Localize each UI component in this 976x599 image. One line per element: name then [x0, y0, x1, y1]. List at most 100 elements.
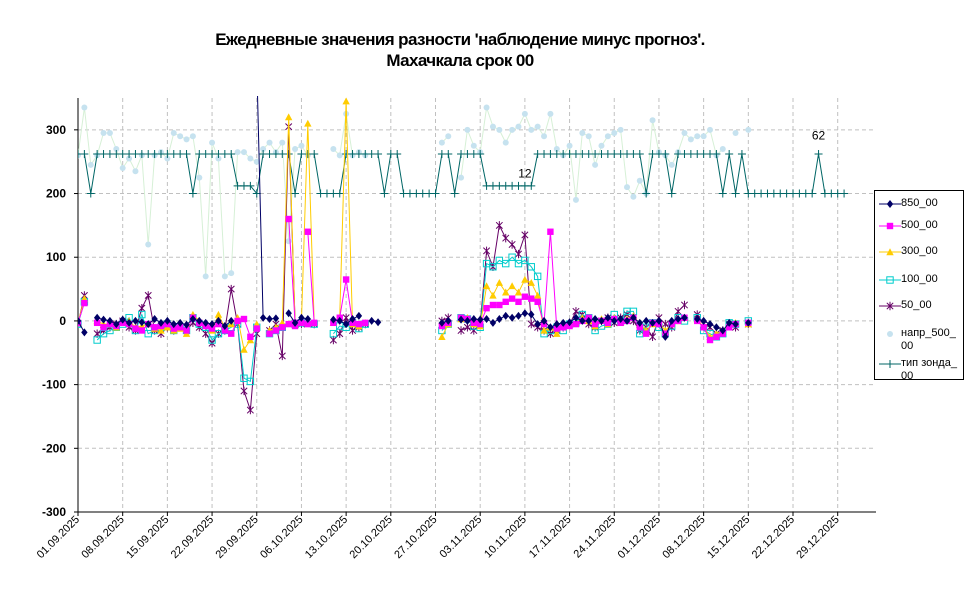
chart-subtitle: Махачкала срок 00	[386, 51, 534, 70]
data-point	[240, 315, 248, 323]
data-point	[508, 313, 516, 322]
data-point	[700, 316, 707, 325]
data-point	[579, 316, 586, 325]
data-point	[259, 313, 267, 322]
data-point	[668, 316, 675, 325]
data-point	[450, 189, 459, 198]
data-point	[272, 314, 280, 323]
data-point	[547, 323, 554, 332]
data-point	[311, 319, 318, 327]
data-point	[515, 123, 522, 130]
x-tick-label: 10.11.2025	[482, 514, 529, 561]
data-point	[527, 263, 535, 271]
data-point	[221, 322, 229, 331]
data-point	[209, 139, 216, 146]
data-point	[617, 126, 624, 133]
data-point	[170, 325, 177, 332]
data-point	[572, 313, 580, 322]
y-tick-label: 0	[59, 314, 66, 328]
data-point	[119, 165, 126, 172]
data-point	[304, 228, 312, 235]
data-point	[164, 316, 171, 325]
data-point	[457, 315, 465, 324]
data-point	[93, 319, 101, 327]
data-point	[604, 133, 611, 140]
data-point	[681, 313, 688, 322]
data-point	[113, 320, 120, 329]
data-point	[145, 241, 152, 248]
data-point	[731, 189, 740, 198]
data-point	[252, 189, 261, 198]
data-point	[445, 316, 452, 325]
x-tick-label: 01.12.2025	[616, 514, 663, 561]
x-tick-label: 17.11.2025	[527, 514, 574, 561]
data-point	[208, 336, 216, 344]
data-point	[566, 142, 573, 149]
data-point	[182, 150, 191, 159]
y-tick-label: 200	[46, 187, 66, 201]
data-point	[234, 149, 241, 156]
data-point	[285, 215, 292, 223]
data-point	[483, 304, 490, 312]
data-point	[514, 249, 523, 259]
data-point	[457, 326, 465, 335]
data-point	[649, 117, 656, 124]
legend-label: 300_00	[901, 245, 938, 257]
data-point	[228, 316, 235, 325]
data-point	[145, 320, 152, 329]
legend-label: 850_00	[901, 197, 938, 209]
data-point	[304, 320, 312, 328]
data-point	[304, 315, 312, 324]
data-point	[745, 126, 752, 133]
legend-marker	[886, 248, 894, 256]
data-point	[189, 315, 197, 324]
x-tick-label: 06.10.2025	[258, 514, 305, 561]
data-point	[196, 316, 203, 325]
data-point	[502, 311, 509, 320]
data-point	[349, 315, 356, 324]
legend-label: тип зонда_00	[901, 357, 957, 382]
data-point	[515, 311, 522, 320]
data-point	[246, 405, 254, 415]
data-point	[202, 273, 209, 280]
data-point	[508, 253, 516, 261]
x-tick-label: 29.12.2025	[794, 514, 841, 561]
data-point	[604, 319, 612, 327]
data-point	[528, 295, 535, 302]
data-point	[489, 301, 497, 309]
x-tick-label: 03.11.2025	[437, 514, 484, 561]
data-point	[521, 275, 529, 283]
data-point	[106, 130, 113, 137]
data-point	[700, 133, 707, 140]
legend-marker	[886, 222, 894, 230]
data-point	[528, 310, 535, 319]
data-point	[355, 311, 363, 320]
data-point	[534, 123, 541, 130]
data-point	[521, 110, 528, 117]
data-point	[572, 320, 580, 328]
x-tick-label: 08.09.2025	[79, 514, 126, 561]
legend-symbol	[879, 222, 901, 230]
data-point	[572, 196, 579, 203]
data-point	[636, 324, 643, 331]
data-point	[687, 136, 694, 143]
data-point	[598, 142, 605, 149]
data-point	[611, 130, 618, 137]
data-point	[87, 161, 94, 168]
data-point	[260, 145, 267, 152]
data-point	[483, 104, 490, 111]
data-point	[119, 315, 126, 324]
data-point	[547, 110, 554, 117]
data-point	[649, 332, 657, 342]
annotation-label: 12	[518, 167, 532, 181]
data-point	[132, 325, 139, 332]
data-point	[93, 313, 101, 322]
data-point	[291, 318, 299, 327]
data-point	[713, 333, 720, 341]
x-tick-label: 22.12.2025	[750, 514, 797, 561]
data-point	[266, 315, 273, 324]
data-point	[508, 282, 516, 290]
legend-symbol	[879, 360, 901, 368]
data-point	[272, 327, 280, 334]
